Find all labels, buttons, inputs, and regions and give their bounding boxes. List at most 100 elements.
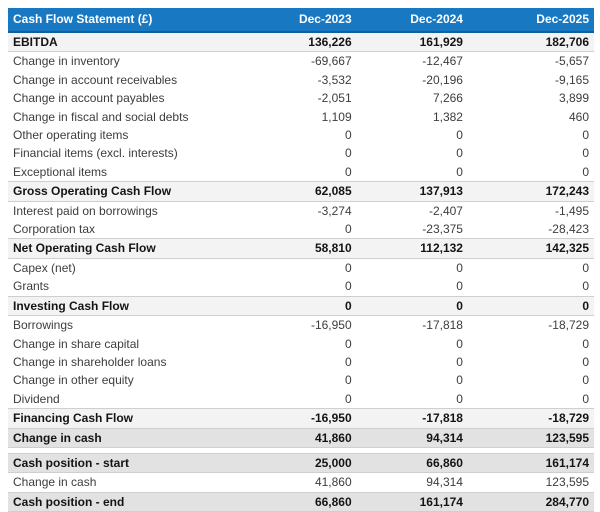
- row-label: Change in cash: [13, 475, 97, 490]
- row-value: 161,174: [356, 491, 468, 512]
- row-label: Dividend: [13, 391, 60, 406]
- row-value: -17,818: [422, 318, 463, 333]
- table-row: Change in account payables -2,051 7,266 3,8…: [8, 89, 594, 107]
- row-value: -1,495: [554, 203, 589, 218]
- row-value: -69,667: [310, 54, 352, 69]
- row-label: Other operating items: [13, 128, 129, 143]
- row-value: 136,226: [242, 31, 357, 53]
- row-value: -2,051: [317, 91, 352, 106]
- row-value: 0: [582, 354, 589, 369]
- row-label: Borrowings: [13, 318, 74, 333]
- row-label: Investing Cash Flow: [8, 295, 243, 317]
- row-value: 0: [456, 336, 463, 351]
- row-value: 460: [568, 109, 589, 124]
- row-value: 25,000: [242, 452, 357, 474]
- row-value: 0: [356, 295, 468, 317]
- cash-position-table-body: Cash position - start 25,000 66,860 161,174…: [8, 452, 594, 512]
- table-row: Change in cash 41,860 94,314 123,595: [8, 427, 594, 448]
- row-value: 0: [456, 146, 463, 161]
- row-value: 0: [344, 146, 352, 161]
- row-value: -12,467: [422, 54, 463, 69]
- row-value: 0: [582, 391, 589, 406]
- row-value: -16,950: [310, 318, 352, 333]
- row-label: Exceptional items: [13, 164, 108, 179]
- row-label: Capex (net): [13, 260, 76, 275]
- row-value: -16,950: [242, 408, 357, 429]
- table-row: Change in cash 41,860 94,314 123,595: [8, 473, 594, 492]
- row-value: 0: [456, 391, 463, 406]
- table-row: Change in account receivables -3,532 -20,1…: [8, 71, 594, 89]
- row-value: 123,595: [467, 427, 594, 448]
- cash-flow-table: Cash Flow Statement (£) Dec-2023 Dec-202…: [8, 8, 594, 448]
- row-value: 0: [456, 164, 463, 179]
- row-value: 0: [344, 354, 352, 369]
- row-value: -28,423: [548, 222, 589, 237]
- row-value: 3,899: [558, 91, 589, 106]
- row-value: 7,266: [432, 91, 463, 106]
- column-header-dec-2024: Dec-2024: [356, 8, 468, 33]
- row-value: 0: [344, 336, 352, 351]
- row-label: Change in shareholder loans: [13, 354, 167, 369]
- row-label: Change in account receivables: [13, 72, 178, 87]
- row-value: 0: [582, 164, 589, 179]
- table-row: Change in inventory -69,667 -12,467 -5,657: [8, 52, 594, 71]
- row-label: Gross Operating Cash Flow: [8, 181, 243, 202]
- row-value: -3,274: [317, 203, 352, 218]
- cash-flow-statement: Cash Flow Statement (£) Dec-2023 Dec-202…: [8, 8, 594, 512]
- table-row: Corporation tax 0 -23,375 -28,423: [8, 220, 594, 239]
- row-label: Change in fiscal and social debts: [13, 109, 189, 124]
- row-value: 0: [456, 373, 463, 388]
- row-value: 66,860: [242, 491, 357, 512]
- row-label: EBITDA: [8, 31, 243, 53]
- row-label: Change in other equity: [13, 373, 134, 388]
- row-value: 0: [582, 279, 589, 294]
- row-value: -2,407: [428, 203, 463, 218]
- table-row: Borrowings -16,950 -17,818 -18,729: [8, 316, 594, 335]
- row-value: 0: [456, 260, 463, 275]
- table-row: Other operating items 0 0 0: [8, 126, 594, 144]
- row-value: 161,929: [356, 31, 468, 53]
- row-value: 284,770: [467, 491, 594, 512]
- row-value: 142,325: [467, 238, 594, 259]
- row-value: 0: [582, 336, 589, 351]
- row-value: 112,132: [356, 238, 468, 259]
- row-label: Cash position - end: [8, 491, 243, 512]
- row-value: 1,382: [432, 109, 463, 124]
- row-value: 94,314: [356, 427, 468, 448]
- column-header-dec-2025: Dec-2025: [467, 8, 594, 33]
- row-value: -5,657: [554, 54, 589, 69]
- table-row: Change in share capital 0 0 0: [8, 335, 594, 353]
- column-header-dec-2023: Dec-2023: [242, 8, 357, 33]
- row-value: 0: [344, 373, 352, 388]
- table-row: Gross Operating Cash Flow 62,085 137,913 17…: [8, 181, 594, 202]
- row-value: 62,085: [242, 181, 357, 202]
- row-value: 0: [344, 128, 352, 143]
- table-row: Change in fiscal and social debts 1,109 1,…: [8, 108, 594, 126]
- row-value: 161,174: [467, 452, 594, 474]
- row-value: 0: [467, 295, 594, 317]
- row-value: 0: [582, 260, 589, 275]
- row-value: 0: [456, 354, 463, 369]
- row-value: 0: [344, 391, 352, 406]
- table-title: Cash Flow Statement (£): [8, 8, 243, 33]
- cash-flow-table-body: EBITDA 136,226 161,929 182,706 Change in inv…: [8, 31, 594, 448]
- row-value: 172,243: [467, 181, 594, 202]
- row-value: 123,595: [545, 475, 589, 490]
- table-header: Cash Flow Statement (£) Dec-2023 Dec-202…: [8, 8, 594, 33]
- table-row: Cash position - start 25,000 66,860 161,174: [8, 452, 594, 474]
- table-row: Investing Cash Flow 0 0 0: [8, 295, 594, 317]
- row-value: 0: [456, 279, 463, 294]
- row-value: -18,729: [548, 318, 589, 333]
- row-label: Grants: [13, 279, 50, 294]
- table-row: Dividend 0 0 0: [8, 390, 594, 409]
- table-row: Grants 0 0 0: [8, 277, 594, 296]
- table-row: Interest paid on borrowings -3,274 -2,407 -…: [8, 201, 594, 220]
- row-value: -9,165: [554, 72, 589, 87]
- row-label: Financing Cash Flow: [8, 408, 243, 429]
- row-value: 0: [582, 146, 589, 161]
- row-value: 0: [582, 128, 589, 143]
- row-value: 0: [456, 128, 463, 143]
- table-row: EBITDA 136,226 161,929 182,706: [8, 31, 594, 53]
- row-value: 137,913: [356, 181, 468, 202]
- row-value: 0: [582, 373, 589, 388]
